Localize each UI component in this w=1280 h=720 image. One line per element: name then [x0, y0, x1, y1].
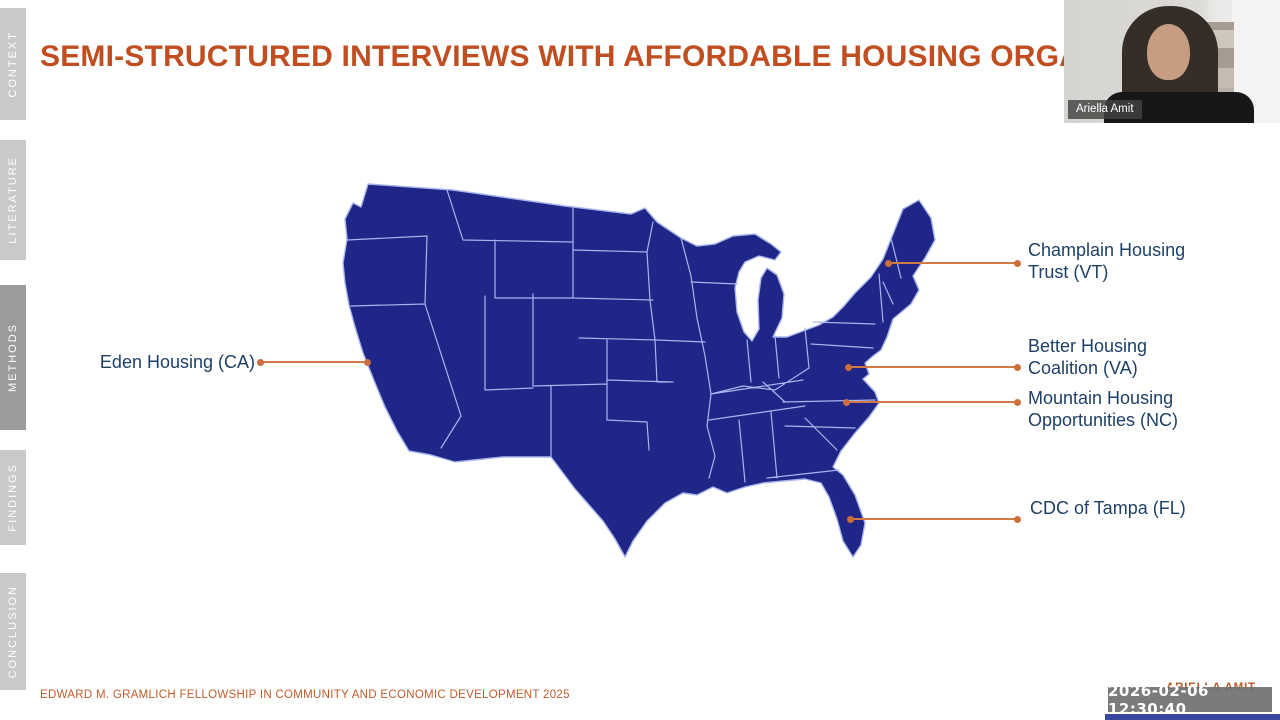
sidebar-item-label: CONTEXT	[7, 30, 19, 98]
callout-label-cdc-tampa: CDC of Tampa (FL)	[1030, 498, 1186, 520]
sidebar-item-label: LITERATURE	[7, 156, 19, 244]
callout-label-better-housing: Better Housing Coalition (VA)	[1028, 336, 1147, 379]
slide-footer: EDWARD M. GRAMLICH FELLOWSHIP IN COMMUNI…	[40, 689, 570, 701]
callout-line-champlain	[885, 259, 1021, 267]
sidebar-item-conclusion[interactable]: CONCLUSION	[0, 573, 26, 690]
page-title: SEMI-STRUCTURED INTERVIEWS WITH AFFORDAB…	[40, 40, 1169, 73]
callout-label-champlain: Champlain Housing Trust (VT)	[1028, 240, 1185, 283]
timestamp-overlay: 2026-02-06 12:30:40	[1108, 682, 1272, 718]
sidebar-item-context[interactable]: CONTEXT	[0, 8, 26, 120]
sidebar-item-label: FINDINGS	[7, 463, 19, 532]
us-map	[335, 178, 945, 563]
webcam-video: Ariella Amit	[1064, 0, 1280, 123]
callout-line-eden-housing	[257, 358, 371, 366]
callout-text: Trust (VT)	[1028, 261, 1109, 282]
presenter-face	[1147, 24, 1190, 80]
callout-text: Eden Housing (CA)	[99, 352, 255, 372]
webcam-name-tag: Ariella Amit	[1068, 100, 1142, 119]
callout-line-better-housing	[845, 363, 1021, 371]
callout-line-mountain-housing	[843, 398, 1021, 406]
callout-line-cdc-tampa	[847, 515, 1021, 523]
callout-text: Champlain Housing	[1028, 240, 1186, 260]
callout-label-mountain-housing: Mountain Housing Opportunities (NC)	[1028, 388, 1178, 431]
sidebar-item-methods[interactable]: METHODS	[0, 285, 26, 430]
callout-text: Better Housing	[1028, 336, 1148, 356]
sidebar-item-findings[interactable]: FINDINGS	[0, 450, 26, 545]
sidebar-item-label: CONCLUSION	[7, 584, 19, 679]
callout-text: Mountain Housing	[1028, 388, 1174, 408]
callout-text: CDC of Tampa (FL)	[1030, 498, 1186, 518]
callout-text: Coalition (VA)	[1028, 357, 1138, 378]
callout-text: Opportunities (NC)	[1028, 409, 1179, 430]
sidebar-item-label: METHODS	[7, 323, 19, 392]
callout-label-eden-housing: Eden Housing (CA)	[60, 352, 255, 374]
video-progress-bar	[1105, 714, 1280, 720]
us-map-svg	[342, 183, 936, 558]
sidebar-item-literature[interactable]: LITERATURE	[0, 140, 26, 260]
